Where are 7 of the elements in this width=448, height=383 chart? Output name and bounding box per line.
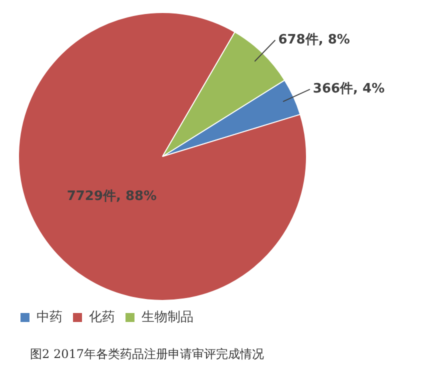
legend-label: 生物制品 [142, 310, 194, 325]
data-label: 366件, 4% [312, 82, 385, 97]
data-label: 7729件, 88% [66, 189, 157, 204]
caption: 图2 2017年各类药品注册申请审评完成情况 [30, 346, 265, 363]
legend-label: 化药 [89, 310, 115, 325]
data-label: 678件, 8% [278, 32, 350, 48]
legend-label: 中药 [36, 310, 62, 325]
